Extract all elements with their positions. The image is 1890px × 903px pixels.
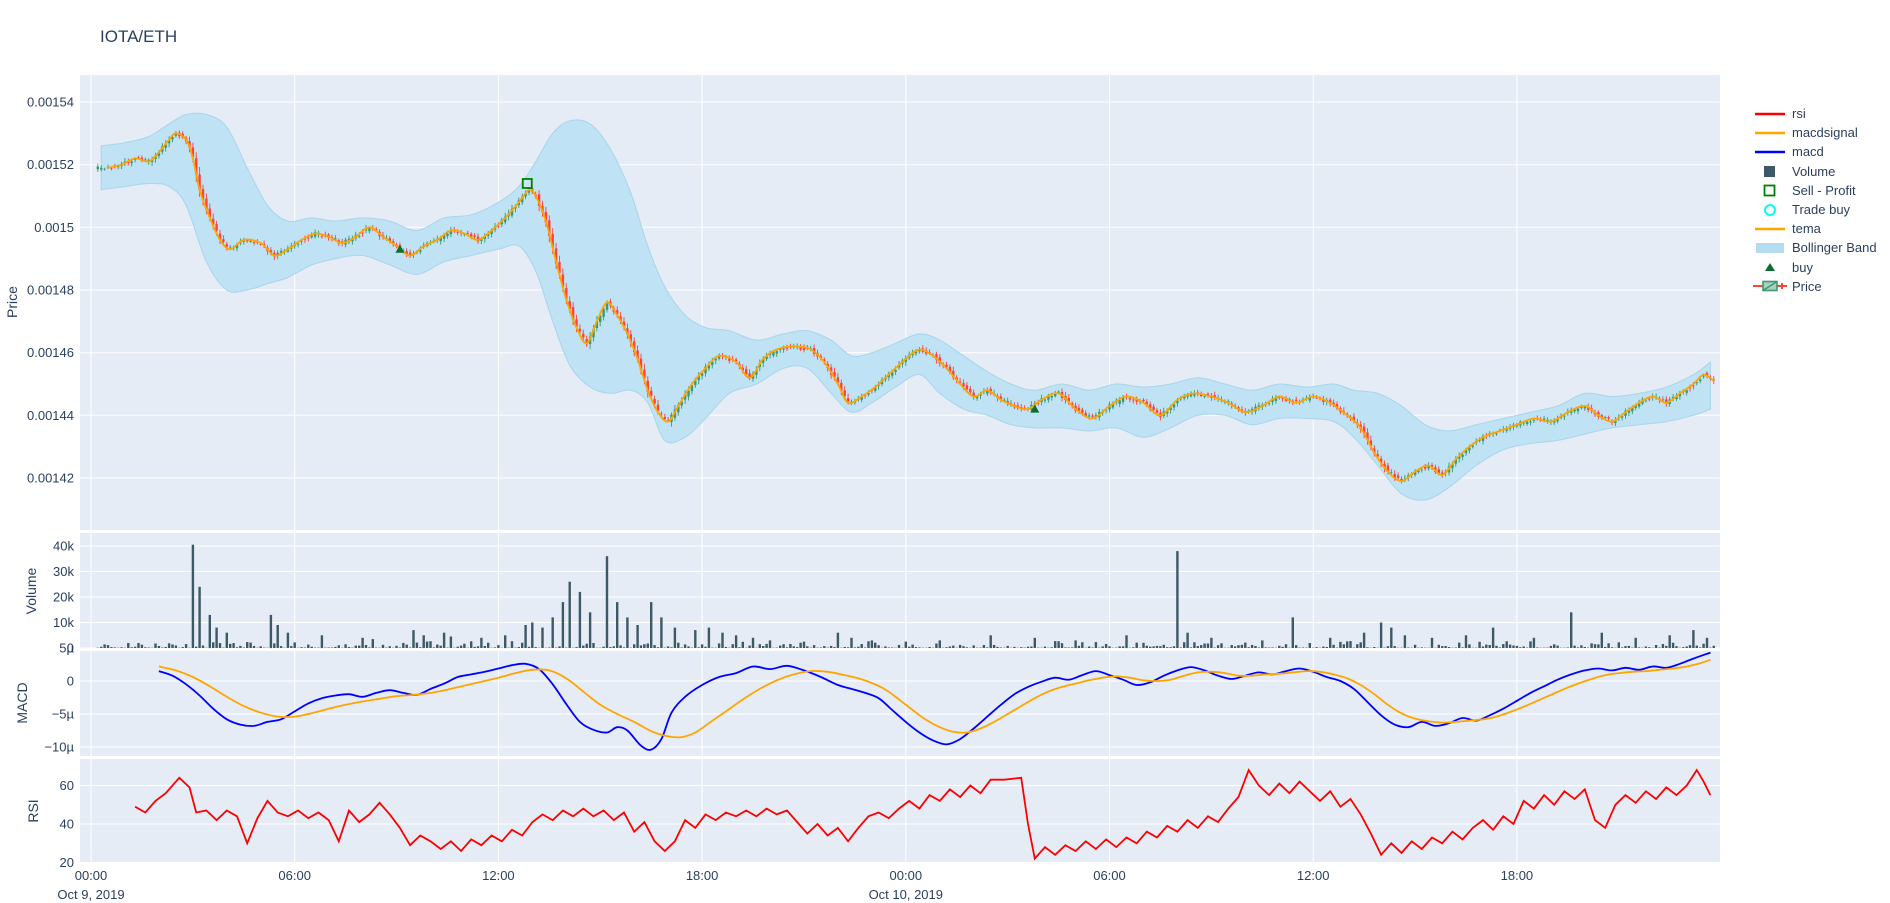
svg-text:0: 0	[67, 674, 74, 689]
legend-symbol-buy	[1765, 263, 1775, 272]
panel-backgrounds	[80, 75, 1720, 863]
bollinger-band	[100, 112, 1711, 501]
svg-text:06:00: 06:00	[278, 868, 311, 883]
legend-item-macdsignal[interactable]: macdsignal	[1753, 123, 1877, 142]
legend-item-price[interactable]: Price	[1753, 277, 1877, 296]
sell-profit-marker	[521, 178, 533, 189]
legend-label-macdsignal: macdsignal	[1792, 125, 1858, 141]
price-axis-title: Price	[4, 286, 20, 318]
legend-symbol-volume	[1764, 166, 1775, 178]
svg-text:40k: 40k	[53, 539, 74, 554]
svg-text:Oct 9, 2019: Oct 9, 2019	[57, 887, 124, 902]
legend-symbol-price	[1753, 280, 1787, 292]
svg-text:−10µ: −10µ	[44, 740, 74, 755]
rsi-line	[134, 768, 1712, 861]
legend-item-trade-buy[interactable]: Trade buy	[1753, 200, 1877, 219]
x-axis-tick-labels: 00:00 Oct 9, 2019 06:00 12:00 18:00 00:00 Oct …	[57, 868, 1533, 902]
y-axis-tick-labels: 0.00154 0.00152 0.0015 0.00148 0.00146 0.0014…	[27, 95, 75, 871]
macd-axis-title: MACD	[14, 682, 30, 723]
svg-text:18:00: 18:00	[1501, 868, 1534, 883]
macdsignal-line	[158, 659, 1711, 739]
legend-item-sell-profit[interactable]: Sell - Profit	[1753, 181, 1877, 200]
legend-item-bollinger-band[interactable]: Bollinger Band	[1753, 238, 1877, 257]
rsi-panel[interactable]	[134, 768, 1712, 861]
svg-text:0.00154: 0.00154	[27, 95, 74, 110]
legend-item-tema[interactable]: tema	[1753, 219, 1877, 238]
price-panel[interactable]	[96, 112, 1715, 501]
svg-text:20k: 20k	[53, 590, 74, 605]
macd-panel[interactable]	[158, 651, 1711, 751]
buy-marker	[395, 244, 405, 253]
legend: rsi macdsignal macd Volume Sell - Profit Trad…	[1753, 104, 1877, 296]
svg-text:−5µ: −5µ	[52, 707, 75, 722]
svg-text:20: 20	[60, 855, 74, 870]
rsi-axis-title: RSI	[25, 799, 41, 822]
legend-symbol-macd	[1755, 150, 1785, 154]
legend-item-macd[interactable]: macd	[1753, 142, 1877, 161]
legend-item-rsi[interactable]: rsi	[1753, 104, 1877, 123]
svg-text:06:00: 06:00	[1093, 868, 1126, 883]
svg-text:0.00144: 0.00144	[27, 408, 74, 423]
legend-symbol-tema	[1755, 227, 1785, 230]
svg-text:30k: 30k	[53, 564, 74, 579]
legend-label-price: Price	[1792, 278, 1822, 294]
legend-label-rsi: rsi	[1792, 106, 1806, 122]
svg-text:0.00152: 0.00152	[27, 157, 74, 172]
legend-label-volume: Volume	[1792, 163, 1836, 179]
svg-text:0.00148: 0.00148	[27, 283, 74, 298]
legend-label-bollinger-band: Bollinger Band	[1792, 240, 1877, 256]
svg-text:00:00: 00:00	[890, 868, 923, 883]
volume-axis-title: Volume	[23, 567, 39, 614]
svg-text:0: 0	[67, 641, 74, 656]
legend-label-trade-buy: Trade buy	[1792, 202, 1851, 218]
svg-text:40: 40	[60, 817, 74, 832]
svg-text:0.0015: 0.0015	[34, 220, 74, 235]
tema-line	[107, 132, 1715, 483]
svg-text:10k: 10k	[53, 615, 74, 630]
chart-title: IOTA/ETH	[100, 27, 178, 46]
volume-panel[interactable]	[96, 544, 1715, 649]
legend-symbol-sell-profit	[1763, 184, 1776, 197]
svg-text:0.00142: 0.00142	[27, 471, 74, 486]
legend-label-macd: macd	[1792, 144, 1824, 160]
legend-item-buy[interactable]: buy	[1753, 258, 1877, 277]
svg-text:5µ: 5µ	[59, 641, 74, 656]
legend-symbol-macdsignal	[1755, 131, 1785, 134]
legend-label-sell-profit: Sell - Profit	[1792, 182, 1856, 198]
svg-text:12:00: 12:00	[1297, 868, 1330, 883]
svg-text:0.00146: 0.00146	[27, 345, 74, 360]
buy-marker	[1030, 404, 1040, 413]
svg-text:60: 60	[60, 778, 74, 793]
legend-item-volume[interactable]: Volume	[1753, 162, 1877, 181]
legend-label-tema: tema	[1792, 221, 1821, 237]
legend-label-buy: buy	[1792, 259, 1813, 275]
volume-bars	[96, 544, 1715, 649]
svg-text:Oct 10, 2019: Oct 10, 2019	[869, 887, 943, 902]
svg-text:00:00: 00:00	[75, 868, 108, 883]
legend-symbol-bollinger-band	[1756, 242, 1784, 253]
legend-symbol-rsi	[1755, 112, 1785, 115]
legend-symbol-trade-buy	[1764, 203, 1776, 216]
svg-text:12:00: 12:00	[482, 868, 515, 883]
svg-text:18:00: 18:00	[686, 868, 719, 883]
